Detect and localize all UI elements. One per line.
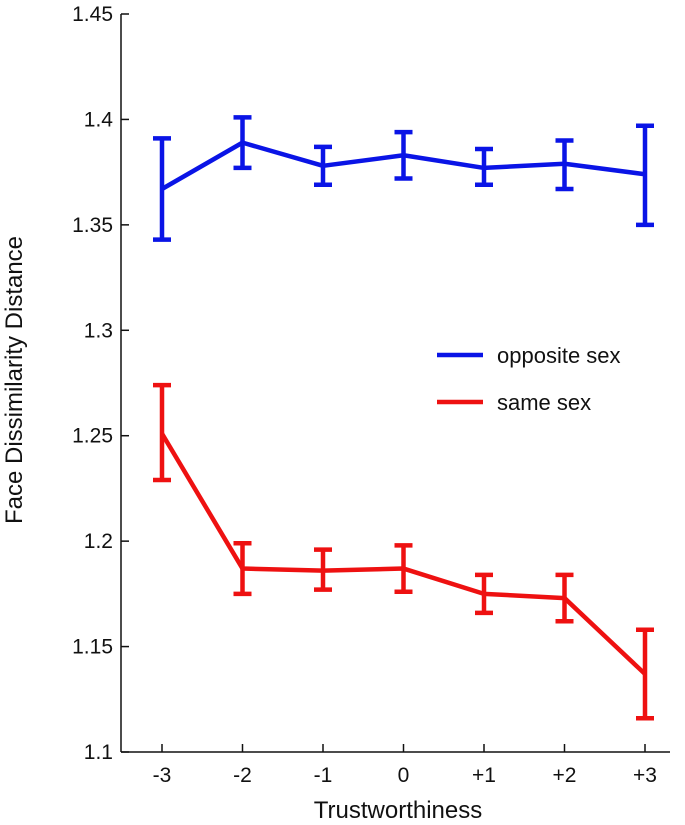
error-bar xyxy=(314,547,332,592)
error-bar xyxy=(394,129,413,181)
error-bar xyxy=(555,572,574,624)
error-bar xyxy=(636,123,654,228)
y-tick-label: 1.15 xyxy=(72,636,113,659)
x-tick-label: 0 xyxy=(398,764,410,787)
error-bar xyxy=(314,144,332,188)
series-layer xyxy=(153,115,654,721)
error-bar xyxy=(394,543,413,594)
x-tick-label: -3 xyxy=(153,764,172,787)
legend: opposite sex same sex xyxy=(437,343,621,415)
error-bar xyxy=(555,138,574,192)
x-tick-label: +3 xyxy=(633,764,657,787)
y-tick-label: 1.25 xyxy=(72,425,113,448)
legend-label: opposite sex xyxy=(497,343,621,368)
y-tick-label: 1.2 xyxy=(84,530,113,553)
error-bar xyxy=(475,572,493,616)
y-tick-label: 1.3 xyxy=(84,319,113,342)
y-ticks: 1.1 1.15 1.2 1.25 1.3 1.35 1.4 1.45 xyxy=(72,3,129,764)
series-opposite-sex xyxy=(153,115,654,242)
x-tick-label: +2 xyxy=(553,764,577,787)
x-ticks: -3 -2 -1 0 +1 +2 +3 xyxy=(153,744,657,787)
x-tick-label: -1 xyxy=(314,764,333,787)
error-bar xyxy=(233,115,252,171)
error-bar xyxy=(475,146,493,188)
error-bar xyxy=(636,627,654,721)
legend-label: same sex xyxy=(497,390,591,415)
series-same-sex xyxy=(153,382,654,721)
x-tick-label: +1 xyxy=(472,764,496,787)
legend-item: same sex xyxy=(437,390,591,415)
y-tick-label: 1.4 xyxy=(84,108,114,131)
plot-area: 1.1 1.15 1.2 1.25 1.3 1.35 1.4 1.45 -3 -2 -1 0 +1 +2… xyxy=(72,3,670,787)
y-axis-title: Face Dissimilarity Distance xyxy=(1,236,28,524)
error-bar xyxy=(233,541,252,597)
y-tick-label: 1.35 xyxy=(72,214,113,237)
error-bar xyxy=(153,382,171,483)
error-bar xyxy=(153,136,171,242)
x-axis-title: Trustworthiness xyxy=(314,797,483,824)
y-tick-label: 1.1 xyxy=(84,741,113,764)
legend-item: opposite sex xyxy=(437,343,621,368)
y-tick-label: 1.45 xyxy=(72,3,113,26)
x-tick-label: -2 xyxy=(233,764,252,787)
